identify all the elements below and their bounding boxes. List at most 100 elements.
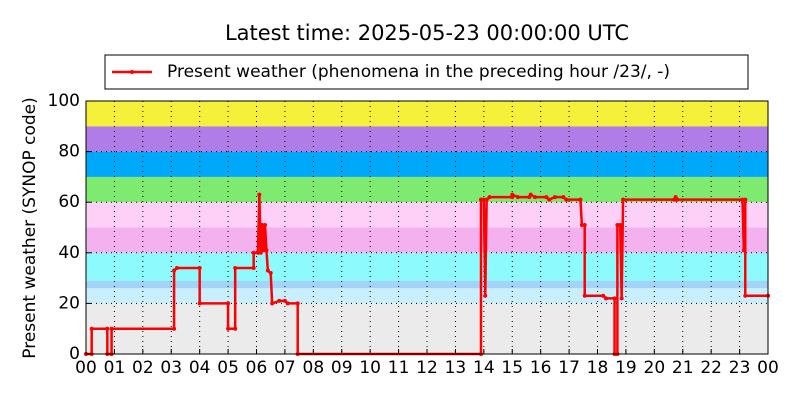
data-point — [277, 298, 282, 303]
x-tick-label: 12 — [416, 358, 438, 378]
data-point — [487, 195, 492, 200]
plot-frame — [85, 100, 769, 355]
y-tick-label: 40 — [58, 243, 80, 263]
data-point — [263, 222, 268, 227]
data-point — [552, 195, 557, 200]
data-point — [544, 195, 549, 200]
data-point — [260, 222, 265, 227]
x-tick-label: 10 — [359, 358, 381, 378]
data-point — [89, 326, 94, 331]
data-point — [578, 197, 583, 202]
data-point — [109, 326, 114, 331]
x-tick-label: 19 — [615, 358, 637, 378]
data-point — [251, 265, 256, 270]
data-point — [483, 293, 488, 298]
data-point — [528, 192, 533, 197]
data-point — [270, 301, 275, 306]
data-point — [105, 326, 110, 331]
x-tick-label: 15 — [501, 358, 523, 378]
x-tick-label: 22 — [700, 358, 722, 378]
x-tick-label: 01 — [104, 358, 126, 378]
data-point — [675, 197, 680, 202]
y-tick-label: 80 — [58, 142, 80, 162]
x-tick-label: 21 — [672, 358, 694, 378]
data-point — [282, 298, 287, 303]
x-tick-label: 06 — [246, 358, 268, 378]
y-tick-label: 20 — [58, 293, 80, 313]
x-tick-label: 00 — [75, 358, 97, 378]
x-tick-label: 09 — [331, 358, 353, 378]
data-point — [226, 326, 231, 331]
x-tick-label: 11 — [388, 358, 410, 378]
data-point — [257, 192, 262, 197]
x-tick-label: 14 — [473, 358, 495, 378]
data-point — [618, 222, 623, 227]
data-point — [268, 271, 273, 276]
data-point — [743, 293, 748, 298]
data-point — [285, 301, 290, 306]
data-point — [619, 296, 624, 301]
x-tick-label: 17 — [558, 358, 580, 378]
background-band — [86, 288, 768, 304]
data-point — [261, 248, 266, 253]
background-band — [86, 151, 768, 177]
background-band — [86, 176, 768, 203]
legend-label: Present weather (phenomena in the preced… — [167, 62, 670, 82]
data-point — [579, 222, 584, 227]
data-point — [233, 265, 238, 270]
data-point — [561, 195, 566, 200]
data-point — [172, 268, 177, 273]
y-tick-label: 100 — [48, 91, 80, 111]
x-tick-label: 07 — [274, 358, 296, 378]
data-point — [515, 195, 520, 200]
data-point — [564, 197, 569, 202]
data-point — [197, 265, 202, 270]
data-point — [743, 197, 748, 202]
legend-box — [104, 54, 749, 90]
data-point — [255, 250, 260, 255]
data-point — [615, 222, 620, 227]
data-point — [265, 268, 270, 273]
data-point — [484, 197, 489, 202]
data-point — [174, 265, 179, 270]
data-point — [621, 197, 626, 202]
data-point — [481, 197, 486, 202]
x-tick-label: 00 — [757, 358, 779, 378]
x-tick-label: 02 — [132, 358, 154, 378]
data-point — [510, 192, 515, 197]
x-tick-label: 18 — [587, 358, 609, 378]
x-tick-label: 13 — [445, 358, 467, 378]
y-tick-label: 60 — [58, 192, 80, 212]
x-tick-label: 08 — [303, 358, 325, 378]
x-tick-label: 16 — [530, 358, 552, 378]
chart-title: Latest time: 2025-05-23 00:00:00 UTC — [225, 21, 629, 45]
data-point — [547, 197, 552, 202]
data-point — [604, 296, 609, 301]
data-point — [612, 296, 617, 301]
data-point — [478, 197, 483, 202]
data-point — [532, 195, 537, 200]
x-tick-label: 23 — [729, 358, 751, 378]
data-point — [582, 293, 587, 298]
data-point — [197, 301, 202, 306]
x-tick-label: 05 — [217, 358, 239, 378]
data-point — [601, 293, 606, 298]
data-point — [295, 301, 300, 306]
background-band — [86, 101, 768, 127]
y-tick-label: 0 — [69, 344, 80, 364]
data-point — [251, 250, 256, 255]
background-band — [86, 202, 768, 228]
data-point — [233, 326, 238, 331]
background-band — [86, 280, 768, 289]
data-point — [258, 250, 263, 255]
y-axis-label: Present weather (SYNOP code) — [20, 97, 40, 358]
data-point — [264, 248, 269, 253]
data-point — [226, 301, 231, 306]
x-tick-label: 03 — [160, 358, 182, 378]
data-point — [740, 197, 745, 202]
background-band — [86, 126, 768, 152]
x-tick-label: 04 — [189, 358, 211, 378]
x-tick-label: 20 — [644, 358, 666, 378]
data-point — [741, 248, 746, 253]
